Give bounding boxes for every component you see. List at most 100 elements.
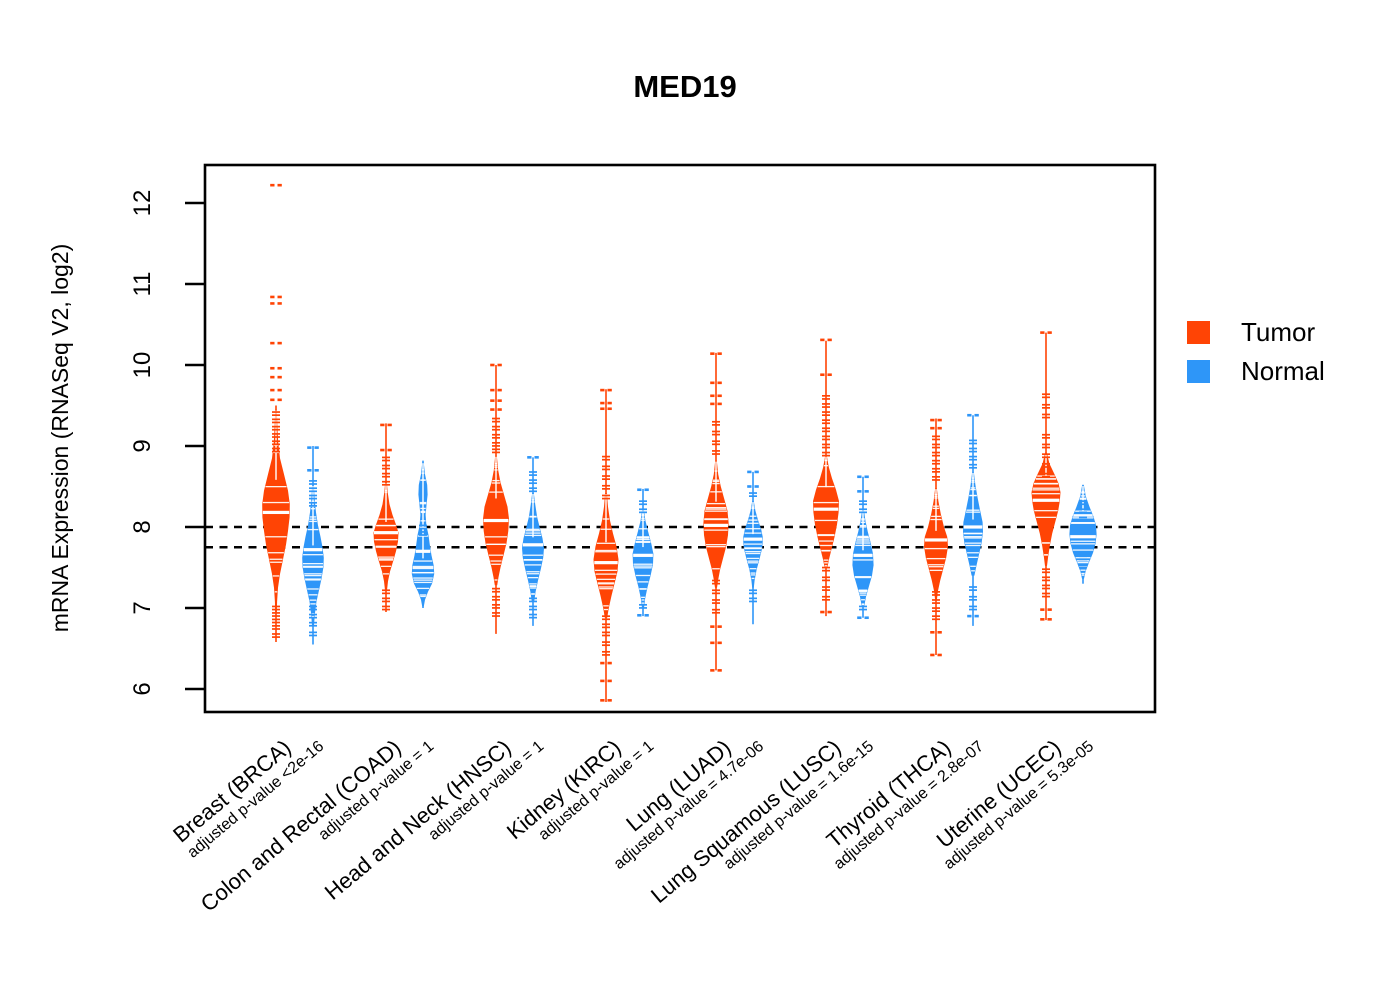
- violin-hnsc-normal-stripe: [530, 587, 536, 589]
- violin-lusc-tumor-ring: [822, 438, 830, 441]
- violin-brca-normal-outlier: [314, 469, 319, 472]
- violin-ucec-normal-body: [1069, 484, 1097, 579]
- violin-coad-tumor-stripe: [375, 546, 397, 548]
- violin-brca-tumor-outlier: [277, 388, 282, 392]
- violin-lusc-tumor-body: [813, 455, 839, 568]
- violin-thca-normal-body: [963, 471, 983, 576]
- violin-hnsc-tumor-outlier: [497, 363, 502, 367]
- violin-lusc-normal-stripe: [860, 525, 866, 527]
- violin-thca-tumor-ring: [932, 615, 940, 618]
- violin-coad-tumor-outlier: [387, 448, 392, 452]
- violin-luad-normal-outlier: [754, 485, 759, 488]
- violin-hnsc-normal-stripe: [526, 573, 540, 575]
- violin-brca-tumor-outlier: [270, 341, 275, 345]
- violin-luad-normal-ring: [749, 492, 757, 494]
- violin-kirc-tumor-outlier: [607, 679, 612, 683]
- violin-lusc-tumor-ring: [822, 395, 830, 397]
- violin-coad-tumor-stripe: [378, 558, 394, 560]
- violin-kirc-tumor-ring: [602, 497, 610, 500]
- violin-luad-tumor-ring: [712, 420, 720, 423]
- violin-coad-tumor-stripe: [378, 556, 394, 558]
- violin-luad-tumor-stripe: [706, 545, 726, 548]
- violin-brca-tumor-body: [262, 409, 290, 612]
- violin-luad-tumor-ring: [712, 602, 720, 604]
- violin-brca-normal-stripe: [304, 573, 322, 575]
- violin-thca-normal-stripe: [964, 537, 982, 539]
- violin-kirc-tumor-stripe: [598, 586, 614, 588]
- violin-thca-tumor-ring: [932, 607, 940, 609]
- violin-coad-normal-stripe: [420, 595, 426, 598]
- violin-brca-tumor-ring: [272, 612, 280, 614]
- violin-thca-tumor-stripe: [928, 564, 944, 566]
- violin-brca-tumor-outlier: [277, 375, 282, 379]
- violin-lusc-tumor-ring: [822, 406, 830, 408]
- violin-luad-tumor-outlier: [710, 625, 715, 628]
- violin-brca-normal-stripe: [303, 566, 323, 568]
- violin-lusc-normal-stripe: [857, 536, 869, 538]
- violin-hnsc-tumor-ring: [492, 436, 500, 439]
- violin-hnsc-tumor-outlier: [490, 388, 495, 392]
- violin-thca-normal-stripe: [969, 494, 977, 497]
- violin-brca-normal-outlier: [314, 446, 319, 449]
- violin-thca-tumor-ring: [932, 467, 940, 470]
- violin-coad-tumor-ring: [382, 605, 390, 608]
- violin-brca-normal-stripe: [305, 578, 321, 580]
- violin-brca-tumor-outlier: [270, 388, 275, 392]
- violin-ucec-tumor-ring: [1042, 453, 1050, 456]
- violin-luad-normal-stripe: [748, 562, 758, 564]
- violin-kirc-tumor-ring: [602, 484, 610, 487]
- violin-lusc-normal-ring: [859, 608, 867, 611]
- violin-thca-normal-stripe: [970, 488, 976, 491]
- violin-brca-normal-outlier: [307, 469, 312, 472]
- violin-thca-tumor-ring: [932, 591, 940, 593]
- violin-thca-tumor-stripe: [934, 497, 938, 499]
- violin-thca-tumor-stripe: [931, 515, 941, 518]
- violin-hnsc-tumor-stripe: [492, 479, 500, 482]
- violin-brca-tumor-ring: [272, 608, 280, 611]
- violin-thca-normal-stripe: [971, 481, 975, 483]
- violin-ucec-normal-stripe: [1076, 560, 1090, 562]
- violin-kirc-normal-stripe: [641, 517, 645, 520]
- violin-thca-tumor-outlier: [930, 418, 935, 422]
- violin-kirc-tumor-stripe: [599, 588, 613, 590]
- violin-brca-normal-ring: [309, 605, 317, 608]
- y-tick-label-9: 9: [129, 439, 156, 452]
- violin-kirc-tumor-stripe: [596, 578, 616, 580]
- violin-kirc-tumor-ring: [602, 458, 610, 461]
- violin-brca-normal-stripe: [307, 528, 319, 531]
- violin-lusc-normal-stripe: [859, 592, 867, 594]
- violin-luad-tumor-ring: [712, 424, 720, 426]
- violin-thca-normal-ring: [969, 598, 977, 601]
- violin-thca-normal-stripe: [964, 542, 982, 544]
- violin-hnsc-tumor-ring: [492, 607, 500, 609]
- violin-luad-normal: [743, 470, 763, 625]
- violin-lusc-normal-stripe: [854, 576, 872, 578]
- violin-brca-normal-ring: [309, 490, 317, 493]
- violin-thca-tumor-ring: [932, 462, 940, 465]
- violin-kirc-tumor-ring: [602, 465, 610, 468]
- violin-brca-normal-stripe: [303, 554, 323, 556]
- violin-luad-tumor-ring: [712, 430, 720, 433]
- violin-ucec-tumor-stripe: [1034, 510, 1058, 512]
- violin-brca-normal-stripe: [305, 579, 321, 581]
- violin-luad-normal-stripe: [748, 519, 758, 521]
- violin-thca-normal-stripe: [967, 552, 979, 554]
- violin-lusc-normal-outlier: [857, 616, 862, 620]
- violin-kirc-normal-body: [632, 509, 654, 608]
- violin-luad-tumor-outlier: [710, 402, 715, 406]
- violin-ucec-tumor-stripe: [1032, 493, 1060, 495]
- violin-ucec-tumor-ring: [1042, 413, 1050, 416]
- violin-lusc-tumor-outlier: [827, 373, 832, 377]
- y-tick-label-10: 10: [129, 352, 156, 379]
- violin-hnsc-normal-ring: [529, 482, 537, 485]
- violin-luad-normal-stripe: [744, 547, 762, 549]
- violin-luad-tumor-ring: [712, 443, 720, 446]
- violin-thca-tumor-ring: [932, 451, 940, 454]
- violin-lusc-normal-ring: [859, 605, 867, 608]
- violin-thca-tumor-ring: [932, 438, 940, 441]
- violin-thca-tumor-ring: [932, 446, 940, 449]
- violin-luad-tumor-median-line: [704, 523, 728, 527]
- violin-coad-tumor-outlier: [387, 423, 392, 427]
- violin-lusc-normal-stripe: [856, 540, 870, 542]
- violin-thca-normal-ring: [969, 450, 977, 453]
